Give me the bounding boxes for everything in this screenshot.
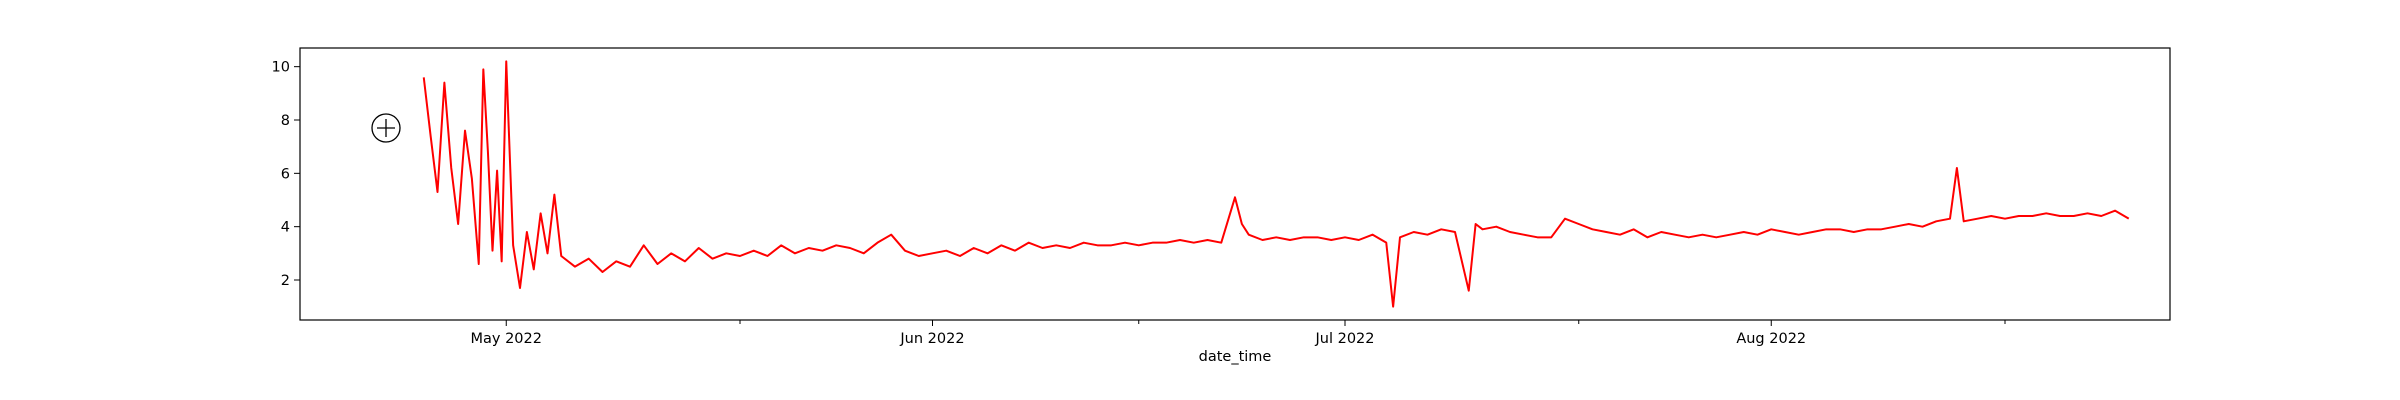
y-axis: 2 4 6 8 10 [272, 60, 300, 289]
plot-area [299, 47, 2171, 321]
y-tick-label: 2 [281, 273, 290, 289]
x-tick-label: Jul 2022 [1314, 331, 1374, 347]
crosshair-circle [371, 113, 401, 143]
y-tick-label: 10 [272, 60, 290, 76]
y-tick-label: 4 [281, 220, 290, 236]
series-layer [422, 60, 2130, 308]
crosshair-cursor [371, 113, 401, 143]
y-tick-label: 6 [281, 166, 290, 182]
x-tick-label: Aug 2022 [1736, 331, 1806, 347]
x-axis-title: date_time [1199, 349, 1272, 365]
series-line [422, 60, 2130, 308]
y-tick-label: 8 [281, 113, 290, 129]
x-tick-label: May 2022 [471, 331, 543, 347]
x-axis: May 2022 Jun 2022 Jul 2022 Aug 2022 [471, 320, 2006, 347]
x-tick-label: Jun 2022 [899, 331, 964, 347]
